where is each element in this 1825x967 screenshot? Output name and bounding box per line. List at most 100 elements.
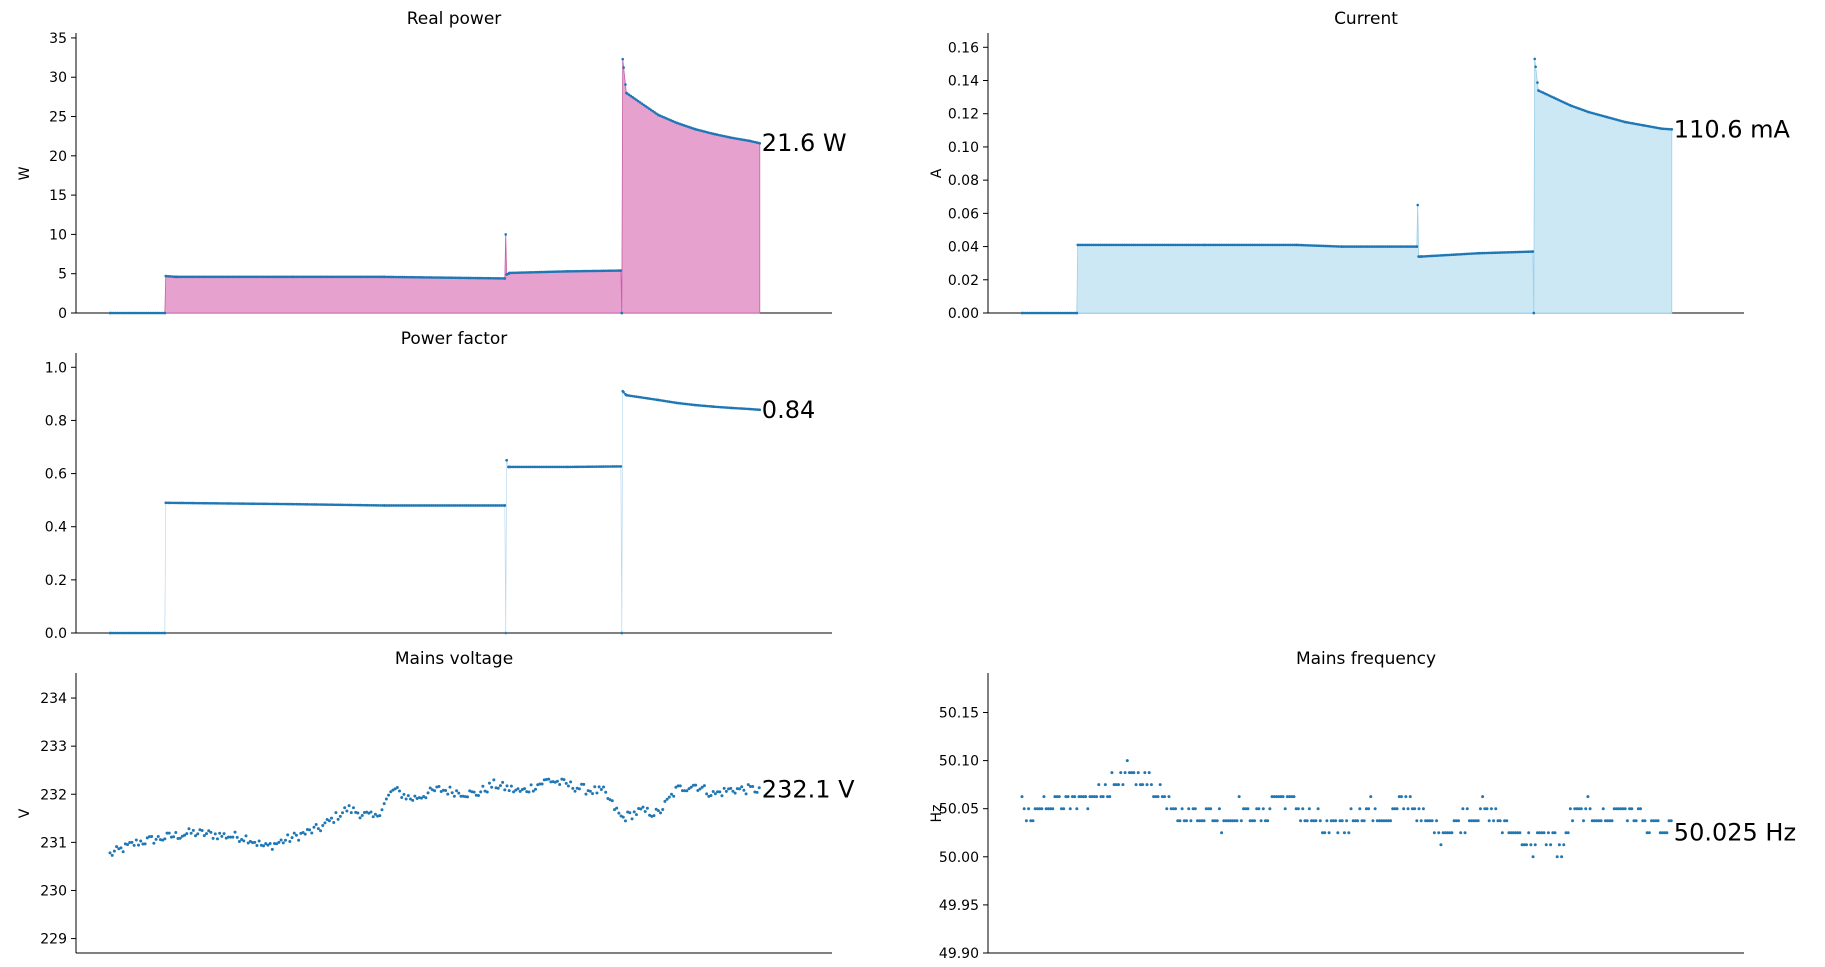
data-point bbox=[1435, 819, 1439, 823]
data-point bbox=[311, 503, 315, 506]
data-point bbox=[1303, 819, 1307, 823]
data-point bbox=[382, 504, 386, 507]
data-point bbox=[476, 276, 479, 280]
data-point bbox=[1288, 795, 1292, 799]
data-point bbox=[1389, 245, 1393, 248]
data-point bbox=[205, 501, 209, 505]
data-point bbox=[1522, 843, 1526, 847]
data-point bbox=[366, 275, 370, 279]
data-point bbox=[286, 833, 290, 837]
data-point bbox=[504, 233, 508, 236]
area-fill bbox=[110, 59, 761, 314]
data-point bbox=[1040, 311, 1044, 315]
data-point bbox=[1294, 243, 1298, 247]
data-point bbox=[108, 311, 112, 315]
data-point bbox=[1402, 807, 1406, 811]
data-point bbox=[132, 631, 136, 635]
data-point bbox=[426, 504, 430, 507]
data-point bbox=[446, 792, 450, 796]
data-point bbox=[268, 842, 272, 846]
data-point bbox=[1110, 771, 1114, 775]
data-point bbox=[179, 275, 183, 279]
data-point bbox=[408, 275, 412, 279]
data-point bbox=[1384, 819, 1388, 823]
data-point bbox=[1049, 807, 1053, 811]
data-point bbox=[1590, 819, 1594, 823]
data-point bbox=[1287, 243, 1291, 247]
y-tick-label: 0.02 bbox=[948, 273, 979, 289]
data-point bbox=[492, 504, 496, 507]
data-point bbox=[330, 816, 334, 820]
data-point bbox=[406, 504, 410, 507]
data-point bbox=[1636, 807, 1640, 811]
data-point bbox=[1411, 245, 1415, 248]
data-point bbox=[594, 465, 598, 468]
data-point bbox=[1650, 819, 1654, 823]
data-point bbox=[1313, 244, 1316, 247]
data-point bbox=[1174, 243, 1177, 247]
data-point bbox=[1621, 807, 1625, 811]
data-point bbox=[574, 269, 578, 273]
data-point bbox=[643, 810, 647, 814]
y-tick-label: 0.12 bbox=[948, 107, 979, 123]
data-point bbox=[1416, 203, 1420, 207]
data-point bbox=[325, 818, 329, 822]
data-point bbox=[312, 825, 316, 829]
data-point bbox=[273, 275, 276, 279]
data-point bbox=[318, 275, 322, 279]
data-point bbox=[516, 787, 520, 791]
data-point bbox=[1424, 819, 1428, 823]
data-point bbox=[536, 465, 540, 469]
data-point bbox=[1533, 843, 1537, 847]
data-point bbox=[401, 275, 404, 279]
data-point bbox=[290, 836, 294, 840]
data-point bbox=[1150, 243, 1154, 247]
data-point bbox=[220, 834, 224, 838]
data-point bbox=[1441, 831, 1445, 835]
data-point bbox=[1375, 245, 1378, 248]
data-point bbox=[498, 277, 501, 280]
data-point bbox=[351, 806, 355, 810]
data-point bbox=[402, 792, 406, 796]
data-point bbox=[508, 271, 512, 275]
data-point bbox=[466, 276, 470, 280]
data-point bbox=[302, 502, 306, 506]
data-point bbox=[585, 465, 589, 469]
data-point bbox=[633, 97, 636, 100]
data-point bbox=[1115, 243, 1119, 247]
data-point bbox=[295, 502, 298, 506]
data-point bbox=[1472, 819, 1476, 823]
data-point bbox=[558, 783, 562, 787]
data-point bbox=[567, 270, 571, 273]
data-point bbox=[523, 787, 527, 791]
data-point bbox=[348, 275, 351, 279]
data-point bbox=[1132, 243, 1135, 247]
data-point bbox=[1492, 819, 1496, 823]
data-point bbox=[326, 503, 329, 506]
data-point bbox=[265, 275, 269, 279]
data-point bbox=[1470, 819, 1474, 823]
data-point bbox=[1215, 819, 1219, 823]
y-tick-label: 50.05 bbox=[939, 802, 979, 818]
data-point bbox=[1503, 819, 1507, 823]
data-point bbox=[286, 275, 289, 279]
data-point bbox=[156, 834, 160, 838]
data-point bbox=[392, 275, 395, 279]
data-point bbox=[599, 787, 603, 791]
data-point bbox=[293, 502, 296, 506]
data-point bbox=[412, 504, 415, 507]
data-point bbox=[388, 504, 391, 507]
data-point bbox=[287, 502, 291, 506]
data-point bbox=[1259, 819, 1263, 823]
y-tick-label: 0.04 bbox=[948, 240, 979, 256]
data-point bbox=[1426, 819, 1430, 823]
data-point bbox=[694, 783, 698, 787]
data-point bbox=[1369, 245, 1373, 248]
data-point bbox=[165, 831, 169, 835]
data-point bbox=[1279, 795, 1283, 799]
data-point bbox=[369, 810, 373, 814]
data-point bbox=[1033, 311, 1037, 315]
data-point bbox=[625, 92, 629, 95]
data-point bbox=[1079, 795, 1083, 799]
data-point bbox=[1163, 795, 1167, 799]
